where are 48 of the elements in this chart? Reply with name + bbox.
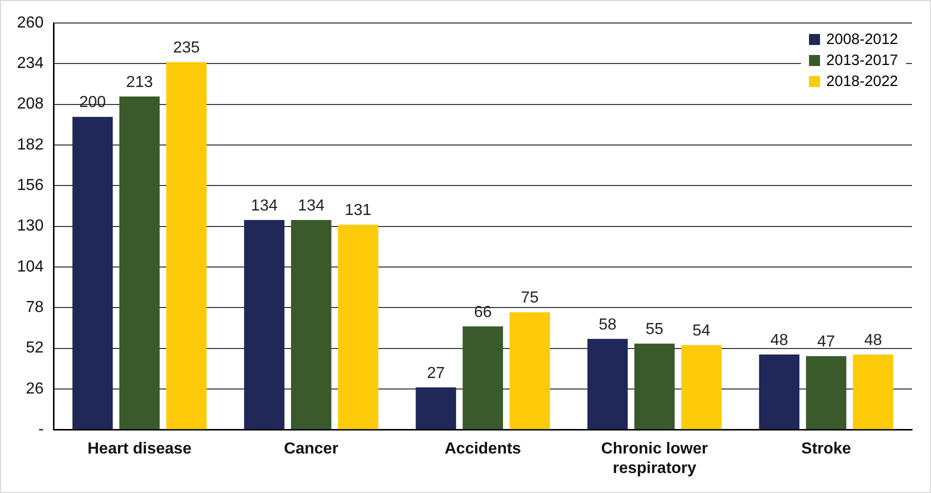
y-tick-label: 104 xyxy=(16,258,44,276)
data-label: 54 xyxy=(692,322,710,340)
data-label: 58 xyxy=(598,316,617,334)
y-tick-label: 52 xyxy=(26,340,44,357)
bar xyxy=(806,356,846,430)
data-label: 55 xyxy=(646,320,664,338)
legend-label: 2018-2022 xyxy=(826,72,898,92)
bar xyxy=(510,312,550,430)
y-tick-label: 156 xyxy=(16,177,44,194)
data-label: 27 xyxy=(427,364,445,382)
y-tick-label: 260 xyxy=(16,14,44,32)
y-tick-label: 26 xyxy=(26,380,44,398)
legend-label: 2013-2017 xyxy=(826,51,898,71)
bar xyxy=(852,354,894,430)
bar xyxy=(587,338,628,430)
bar xyxy=(119,96,160,430)
data-label: 213 xyxy=(126,74,153,91)
bar xyxy=(416,387,456,430)
legend-label: 2008-2012 xyxy=(826,30,898,50)
x-tick-label: Chronic lower respiratory xyxy=(601,440,708,477)
x-tick-label: Accidents xyxy=(444,440,522,458)
data-label: 48 xyxy=(864,332,882,349)
data-label: 134 xyxy=(298,197,325,214)
x-tick-label: Heart disease xyxy=(87,440,192,458)
bar xyxy=(166,62,207,430)
y-tick-label: 208 xyxy=(16,96,44,113)
bar xyxy=(72,116,113,430)
y-tick-label: - xyxy=(38,421,44,438)
bar xyxy=(244,220,284,430)
bar xyxy=(634,344,675,430)
bar xyxy=(462,326,504,430)
data-label: 48 xyxy=(770,332,788,349)
bar xyxy=(681,345,722,430)
data-label: 131 xyxy=(344,202,372,220)
data-label: 235 xyxy=(173,40,200,56)
y-tick-label: 234 xyxy=(16,55,44,72)
bar xyxy=(338,224,378,430)
data-label: 66 xyxy=(474,304,492,321)
x-tick-label: Cancer xyxy=(284,440,338,458)
data-label: 134 xyxy=(250,197,278,214)
x-tick-label: Stroke xyxy=(801,440,852,458)
y-tick-label: 78 xyxy=(26,299,44,316)
data-label: 47 xyxy=(817,334,836,351)
y-tick-label: 182 xyxy=(16,136,44,154)
y-tick-label: 130 xyxy=(16,218,44,235)
data-label: 75 xyxy=(520,290,539,307)
bar xyxy=(759,354,800,430)
bar xyxy=(291,220,332,430)
